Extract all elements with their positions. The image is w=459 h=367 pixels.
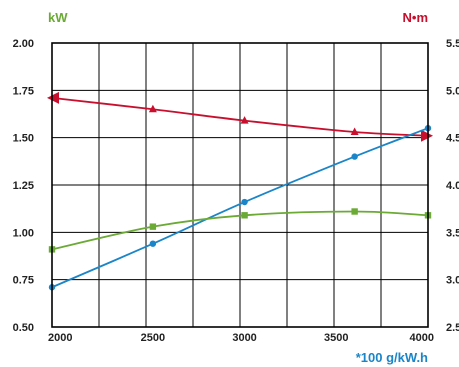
right-axis-unit: N•m (403, 10, 429, 25)
left-tick-label: 1.25 (13, 180, 34, 192)
plot-frame (51, 42, 429, 328)
x-tick-label: 2000 (48, 332, 72, 344)
data-point (149, 240, 157, 247)
data-point (148, 104, 157, 113)
left-tick-label: 1.00 (13, 227, 34, 239)
right-tick-label: 4.0 (446, 180, 459, 192)
data-point (149, 223, 157, 230)
right-tick-label: 5.0 (446, 85, 459, 97)
right-tick-label: 3.0 (446, 275, 459, 287)
tick-labels: 0.50 0.75 1.00 1.25 1.50 1.75 2.00 2.5 3.0 3.5 4.0… (13, 38, 459, 344)
series-layer (47, 91, 433, 291)
right-tick-label: 5.5 (446, 38, 459, 50)
left-tick-label: 1.50 (13, 133, 34, 145)
data-point (350, 127, 359, 135)
right-tick-label: 3.5 (446, 227, 459, 239)
x-tick-label: 3500 (324, 332, 348, 344)
left-axis-unit: kW (48, 10, 68, 25)
left-tick-label: 0.50 (13, 322, 34, 334)
data-point (351, 208, 358, 215)
x-tick-label: 2500 (141, 332, 165, 344)
right-tick-label: 2.5 (446, 322, 459, 334)
data-point (241, 198, 248, 206)
left-tick-label: 1.75 (13, 85, 34, 97)
x-tick-label: 3000 (232, 332, 256, 344)
left-tick-label: 2.00 (13, 38, 34, 50)
data-point (241, 212, 248, 219)
data-point (421, 129, 433, 142)
x-tick-label: 4000 (410, 332, 434, 344)
data-point (47, 91, 59, 104)
left-tick-label: 0.75 (13, 275, 34, 287)
right-tick-label: 4.5 (446, 133, 459, 145)
grid (52, 43, 428, 327)
data-point (351, 153, 358, 160)
x-axis-unit: *100 g/kW.h (356, 350, 428, 365)
data-point (240, 116, 249, 124)
